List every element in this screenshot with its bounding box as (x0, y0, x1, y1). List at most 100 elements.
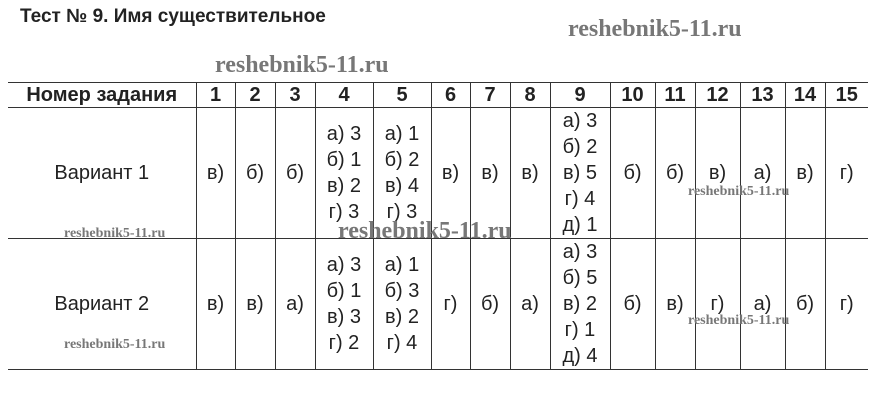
answer-line: в) 4 (385, 175, 419, 197)
answer-cell: г) (694, 238, 741, 370)
column-header: 10 (609, 82, 656, 108)
column-header: 9 (549, 82, 611, 108)
answer-line: в) (521, 162, 539, 184)
answer-cell: а) 3 б) 1 в) 2 г) 3 (314, 107, 374, 239)
answer-line: а) 3 (562, 241, 598, 263)
column-header: 13 (739, 82, 786, 108)
answer-line: б) 1 (326, 280, 362, 302)
answer-cell: б) (609, 238, 656, 370)
header-label: Номер задания (8, 82, 197, 108)
watermark: reshebnik5-11.ru (688, 313, 790, 328)
column-header: 1 (195, 82, 236, 108)
watermark: reshebnik5-11.ru (64, 226, 166, 241)
answer-cell: а) 3 б) 2 в) 5 г) 4 д) 1 (549, 107, 611, 239)
watermark: reshebnik5-11.ru (688, 184, 790, 199)
answer-cell: а) 3 б) 1 в) 3 г) 2 (314, 238, 374, 370)
answer-cell: в) (784, 107, 826, 239)
table-row: Вариант 2 в) в) а) а) 3 б) 1 в) 3 г) 2 а) 1 б) 3 в… (8, 238, 868, 370)
column-header: 14 (784, 82, 826, 108)
answer-line: а) 3 (562, 110, 598, 132)
watermark: reshebnik5-11.ru (568, 16, 742, 42)
answer-cell: в) (430, 107, 471, 239)
answer-line: в) 2 (327, 175, 361, 197)
column-header: 3 (274, 82, 316, 108)
answer-line: в) (206, 162, 225, 184)
row-label: Вариант 2 (8, 238, 197, 370)
answer-line: а) (753, 293, 772, 315)
answer-cell: г) (430, 238, 471, 370)
answer-line: в) 2 (385, 306, 419, 328)
answer-line: б) 3 (384, 280, 420, 302)
column-header: 7 (469, 82, 511, 108)
answer-line: д) 1 (562, 214, 598, 236)
answer-cell: а) (739, 107, 786, 239)
answer-line: б) (245, 162, 265, 184)
column-header: 5 (372, 82, 432, 108)
answer-cell: б) (654, 107, 696, 239)
answer-cell: г) (824, 238, 868, 370)
answer-line: б) (795, 293, 815, 315)
answer-line: б) (285, 162, 305, 184)
answer-cell: а) (509, 238, 551, 370)
answer-line: г) 2 (328, 332, 360, 354)
answer-line: б) 5 (562, 267, 598, 289)
answer-line: б) (623, 293, 642, 315)
answer-line: г) 4 (386, 332, 418, 354)
answer-line: а) 1 (384, 254, 420, 276)
answer-line: б) (480, 293, 500, 315)
answer-line: в) (441, 162, 460, 184)
answer-line: а) 3 (326, 123, 362, 145)
answer-cell: в) (234, 238, 276, 370)
answer-line: б) 1 (326, 149, 362, 171)
answer-line: б) (665, 162, 685, 184)
header-row: Номер задания 1 2 3 4 5 6 7 8 9 10 11 12 13 14 15 (8, 82, 868, 108)
answer-line: а) (753, 162, 772, 184)
answer-line: в) 5 (563, 162, 597, 184)
table-row: Вариант 1 в) б) б) а) 3 б) 1 в) 2 г) 3 а) 1 б) 2 в… (8, 107, 868, 239)
answer-line: г) (839, 162, 854, 184)
answer-cell: а) 1 б) 3 в) 2 г) 4 (372, 238, 432, 370)
answer-line: а) (286, 293, 304, 315)
answer-line: в) (796, 162, 814, 184)
answer-cell: б) (469, 238, 511, 370)
answer-cell: в) (509, 107, 551, 239)
answer-line: в) (481, 162, 499, 184)
column-header: 2 (234, 82, 276, 108)
answer-cell: б) (274, 107, 316, 239)
answer-line: в) 3 (327, 306, 361, 328)
answer-line: б) 2 (562, 136, 598, 158)
answer-line: а) 3 (326, 254, 362, 276)
answer-line: а) (521, 293, 539, 315)
answer-line: г) (443, 293, 458, 315)
answer-line: г) (839, 293, 854, 315)
answer-line: г) 3 (386, 201, 418, 223)
answer-cell: а) (739, 238, 786, 370)
column-header: 8 (509, 82, 551, 108)
answer-line: б) (623, 162, 642, 184)
answer-cell: б) (609, 107, 656, 239)
answer-cell: в) (654, 238, 696, 370)
watermark: reshebnik5-11.ru (64, 337, 166, 352)
row-label: Вариант 1 (8, 107, 197, 239)
answer-cell: б) (784, 238, 826, 370)
answer-cell: в) (195, 107, 236, 239)
answer-cell: а) 3 б) 5 в) 2 г) 1 д) 4 (549, 238, 611, 370)
page-title: Тест № 9. Имя существительное (20, 6, 326, 27)
answer-cell: а) (274, 238, 316, 370)
answer-cell: а) 1 б) 2 в) 4 г) 3 (372, 107, 432, 239)
watermark: reshebnik5-11.ru (338, 218, 512, 244)
answer-line: г) 4 (564, 188, 596, 210)
column-header: 11 (654, 82, 696, 108)
answer-cell: в) (469, 107, 511, 239)
answer-line: г) 3 (328, 201, 360, 223)
answer-line: а) 1 (384, 123, 420, 145)
answer-line: д) 4 (562, 345, 598, 367)
answer-line: в) (666, 293, 684, 315)
answer-cell: г) (824, 107, 868, 239)
answer-cell: в) (694, 107, 741, 239)
column-header: 15 (824, 82, 868, 108)
answer-cell: в) (195, 238, 236, 370)
column-header: 4 (314, 82, 374, 108)
answer-line: в) (206, 293, 225, 315)
answer-cell: б) (234, 107, 276, 239)
